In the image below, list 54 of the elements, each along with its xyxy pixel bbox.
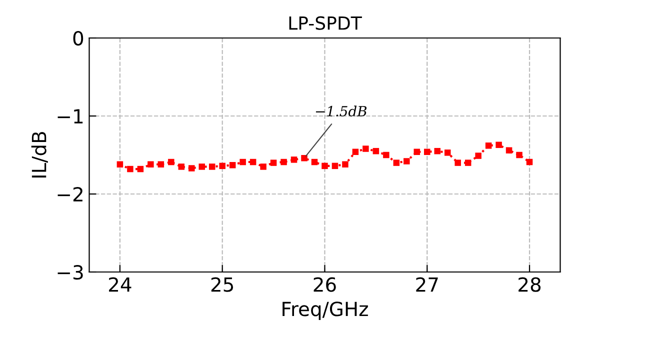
point xyxy=(168,158,174,166)
point xyxy=(404,158,410,164)
point xyxy=(342,161,348,168)
y-tick-label: −3 xyxy=(58,264,83,280)
point xyxy=(526,158,533,166)
annotation: −1.5dB xyxy=(316,106,367,116)
point xyxy=(270,160,277,166)
x-tick-label: 27 xyxy=(416,277,438,292)
point xyxy=(393,160,400,166)
x-axis-title: Freq/GHz xyxy=(282,302,368,320)
point xyxy=(485,142,492,149)
x-tick-label: 26 xyxy=(314,277,336,292)
point xyxy=(229,162,236,168)
point xyxy=(372,148,380,154)
point xyxy=(219,162,226,170)
point xyxy=(290,156,298,163)
point xyxy=(464,160,472,166)
point xyxy=(240,158,246,166)
point xyxy=(475,152,482,159)
point xyxy=(301,154,308,162)
y-tick-label: 0 xyxy=(73,30,84,46)
point xyxy=(250,158,256,166)
point xyxy=(137,166,144,172)
point xyxy=(311,158,318,166)
point xyxy=(188,165,195,172)
point xyxy=(116,161,124,168)
point xyxy=(198,164,205,170)
point xyxy=(516,152,522,158)
y-tick-label: −2 xyxy=(58,186,82,202)
point xyxy=(127,166,134,172)
x-tick-label: 25 xyxy=(211,277,234,292)
point xyxy=(158,161,164,168)
point xyxy=(322,162,328,170)
point xyxy=(383,152,390,158)
point xyxy=(352,148,359,156)
point xyxy=(148,161,154,168)
x-tick-label: 28 xyxy=(518,277,541,292)
point xyxy=(332,162,338,170)
y-tick-label: −1 xyxy=(58,109,83,124)
x-tick-label: 24 xyxy=(109,277,132,292)
point xyxy=(496,142,502,148)
point xyxy=(434,148,440,154)
point xyxy=(362,146,369,152)
point xyxy=(280,158,287,166)
chart-title: LP-SPDT xyxy=(289,16,362,30)
point xyxy=(260,164,266,170)
point xyxy=(424,148,430,156)
point xyxy=(506,147,512,154)
point xyxy=(444,150,451,156)
point xyxy=(208,164,216,170)
point xyxy=(414,148,420,156)
y-axis-title: IL/dB xyxy=(31,132,48,178)
point xyxy=(178,164,185,170)
point xyxy=(454,160,461,166)
